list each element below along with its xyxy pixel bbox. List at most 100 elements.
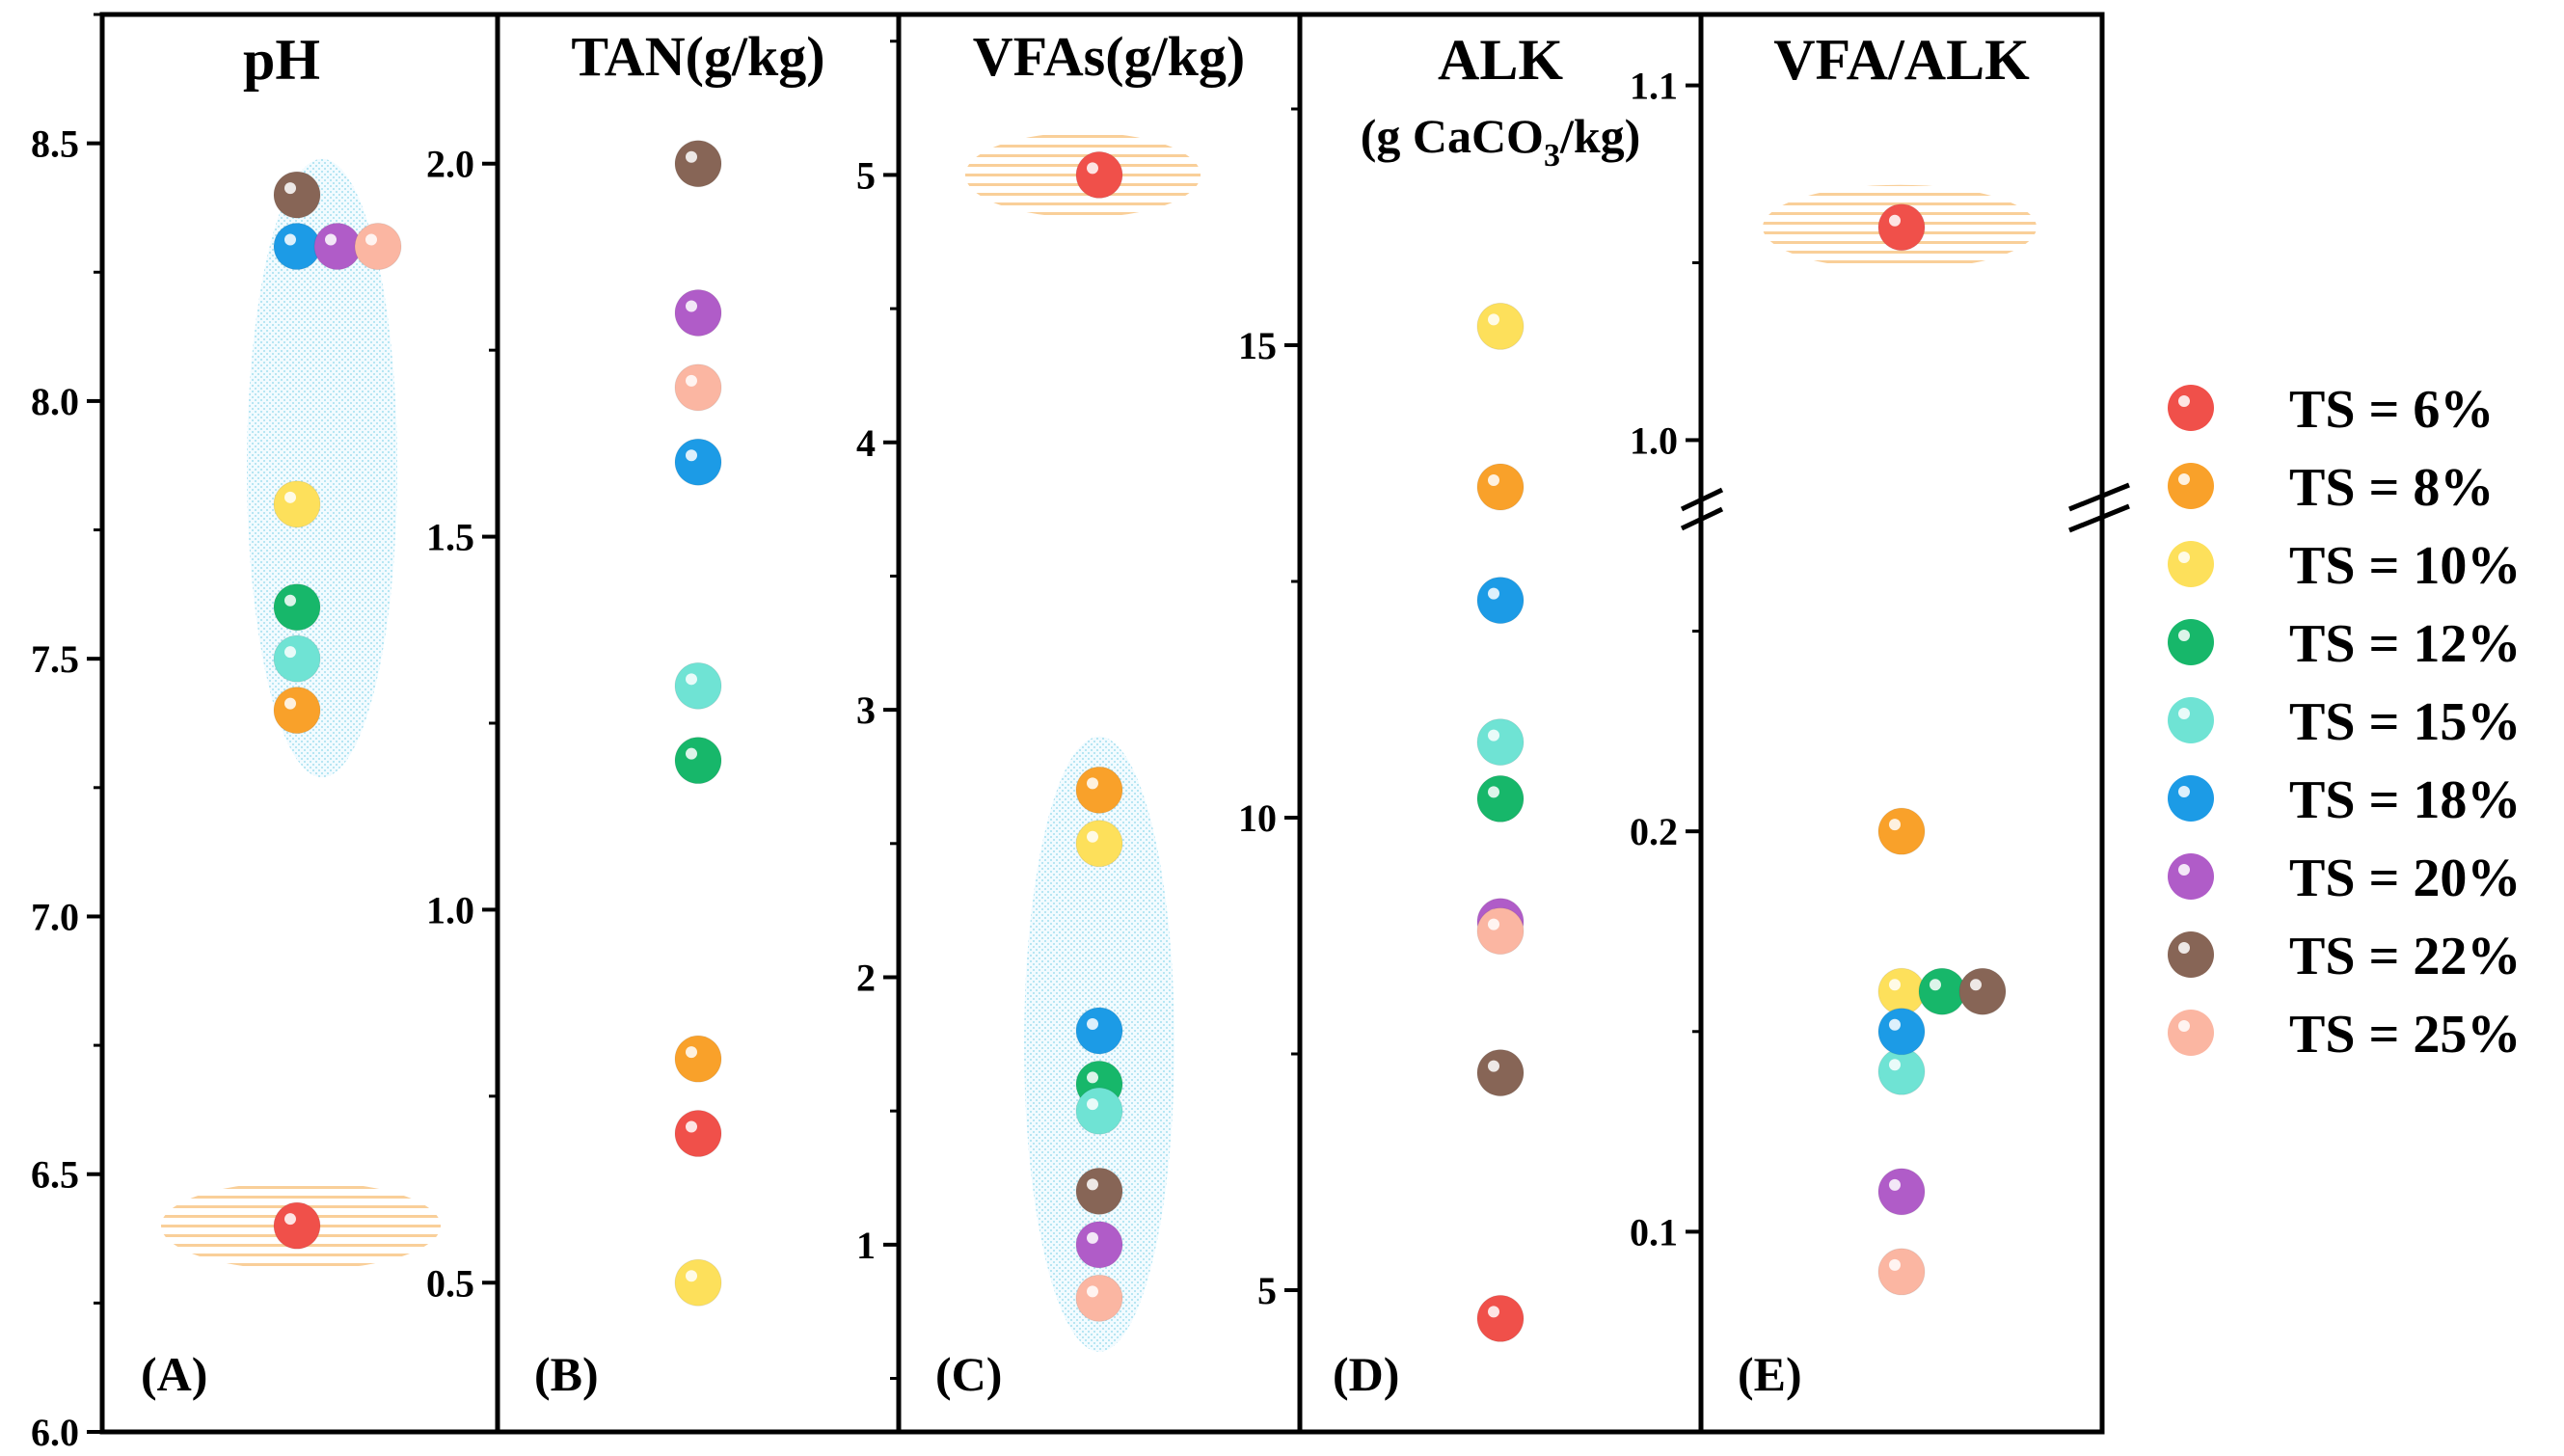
panel-a-title: pH — [243, 28, 320, 92]
data-point-20pct — [674, 288, 722, 337]
legend-label: TS = 15% — [2289, 692, 2521, 752]
data-point-25pct — [1476, 907, 1525, 956]
legend-item: TS = 25% — [2168, 1005, 2521, 1065]
data-point-18pct — [1476, 577, 1525, 625]
data-point-22pct — [1075, 1167, 1123, 1215]
panel-e-tick-label: 0.1 — [1630, 1210, 1678, 1254]
panel-b-label: (B) — [534, 1347, 599, 1401]
data-point-15pct — [1877, 1047, 1926, 1095]
panel-d-points — [1476, 302, 1525, 1342]
panel-d-tick-label: 15 — [1238, 324, 1277, 367]
panel-a: pH (A) 6.0 6.5 7.0 7.5 8.0 8.5 — [31, 12, 500, 1454]
data-point-15pct — [674, 661, 722, 710]
panel-b-tick-label: 0.5 — [426, 1261, 474, 1305]
panel-a-y-axis: 6.0 6.5 7.0 7.5 8.0 8.5 — [31, 13, 102, 1454]
data-point-15pct — [1075, 1087, 1123, 1135]
panel-b-tick-label: 1.0 — [426, 888, 474, 931]
panel-c-highlight-ellipses — [965, 132, 1201, 1352]
panel-d-title: ALK — [1438, 28, 1563, 92]
axis-break-left — [1680, 487, 1724, 531]
legend-marker — [2168, 697, 2214, 743]
panel-a-tick-label: 6.5 — [31, 1153, 79, 1197]
data-point-8pct — [1877, 807, 1926, 855]
legend-item: TS = 6% — [2168, 380, 2494, 440]
legend-item: TS = 20% — [2168, 849, 2521, 908]
data-point-15pct — [1476, 718, 1525, 767]
data-point-12pct — [1476, 774, 1525, 822]
data-point-25pct — [674, 364, 722, 412]
data-point-6pct — [1877, 203, 1926, 252]
legend-item: TS = 10% — [2168, 536, 2521, 596]
legend-label: TS = 10% — [2289, 536, 2521, 596]
data-point-6pct — [1476, 1294, 1525, 1342]
data-point-22pct — [1476, 1049, 1525, 1097]
panel-e-frame — [1698, 12, 2105, 1435]
panel-a-tick-label: 6.0 — [31, 1411, 79, 1454]
data-point-12pct — [1918, 967, 1966, 1015]
panel-e-points — [1877, 203, 2007, 1296]
data-point-8pct — [1075, 766, 1123, 814]
legend-item: TS = 22% — [2168, 927, 2521, 986]
panel-e-label: (E) — [1738, 1347, 1802, 1401]
data-point-18pct — [273, 223, 321, 271]
panel-d-subtitle: (g CaCO3/kg) — [1361, 109, 1641, 174]
panel-d-label: (D) — [1333, 1347, 1399, 1401]
panel-b-tick-label: 2.0 — [426, 143, 474, 186]
panel-c-tick-label: 5 — [856, 153, 876, 197]
legend-marker — [2168, 853, 2214, 900]
data-point-6pct — [1075, 150, 1123, 199]
panel-c-tick-label: 3 — [856, 688, 876, 732]
panel-b-tick-label: 1.5 — [426, 516, 474, 559]
panel-b-frame — [495, 12, 902, 1435]
panel-c: VFAs(g/kg) (C) 1 2 3 4 5 — [856, 12, 1303, 1435]
data-point-18pct — [1877, 1008, 1926, 1056]
legend-label: TS = 8% — [2289, 458, 2494, 518]
legend-marker — [2168, 463, 2214, 509]
legend-label: TS = 6% — [2289, 380, 2494, 440]
data-point-6pct — [273, 1201, 321, 1250]
panel-e-tick-label: 1.0 — [1630, 418, 1678, 462]
data-point-10pct — [1877, 967, 1926, 1015]
data-point-10pct — [273, 480, 321, 528]
panel-c-label: (C) — [935, 1347, 1002, 1401]
legend-item: TS = 15% — [2168, 692, 2521, 752]
panel-a-tick-label: 7.0 — [31, 895, 79, 938]
axis-break-right — [2068, 482, 2130, 533]
data-point-8pct — [273, 687, 321, 735]
panel-b-y-axis: 0.5 1.0 1.5 2.0 — [426, 143, 498, 1305]
panel-c-points — [1075, 150, 1123, 1322]
panel-e-title: VFA/ALK — [1773, 28, 2030, 92]
legend-marker — [2168, 385, 2214, 431]
legend-label: TS = 12% — [2289, 614, 2521, 674]
data-point-10pct — [1075, 820, 1123, 868]
panel-b-points — [674, 140, 722, 1307]
legend: TS = 6% TS = 8% TS = 10% TS = 12% TS = 15% TS… — [2168, 380, 2521, 1065]
data-point-18pct — [674, 438, 722, 486]
data-point-20pct — [313, 223, 362, 271]
data-point-22pct — [674, 140, 722, 188]
legend-item: TS = 12% — [2168, 614, 2521, 674]
panel-c-tick-label: 4 — [856, 421, 876, 465]
data-point-8pct — [1476, 463, 1525, 511]
panel-a-tick-label: 8.0 — [31, 380, 79, 423]
data-point-20pct — [1877, 1168, 1926, 1216]
panel-c-tick-label: 1 — [856, 1224, 876, 1267]
panel-e-y-axis: 0.1 0.2 1.0 1.1 — [1630, 65, 1701, 1254]
panel-c-title: VFAs(g/kg) — [973, 25, 1245, 88]
legend-item: TS = 8% — [2168, 458, 2494, 518]
legend-marker — [2168, 619, 2214, 665]
data-point-15pct — [273, 634, 321, 683]
legend-marker — [2168, 541, 2214, 587]
data-point-6pct — [674, 1110, 722, 1158]
panel-d: ALK (g CaCO3/kg) (D) 5 10 15 — [1238, 12, 1704, 1435]
data-point-12pct — [674, 737, 722, 785]
panel-c-tick-label: 2 — [856, 956, 876, 999]
panel-a-points — [273, 171, 402, 1250]
legend-marker — [2168, 775, 2214, 822]
data-point-20pct — [1075, 1221, 1123, 1269]
panel-a-label: (A) — [141, 1347, 207, 1401]
data-point-10pct — [674, 1258, 722, 1307]
panel-e-tick-label: 1.1 — [1630, 65, 1678, 108]
data-point-25pct — [1877, 1248, 1926, 1296]
